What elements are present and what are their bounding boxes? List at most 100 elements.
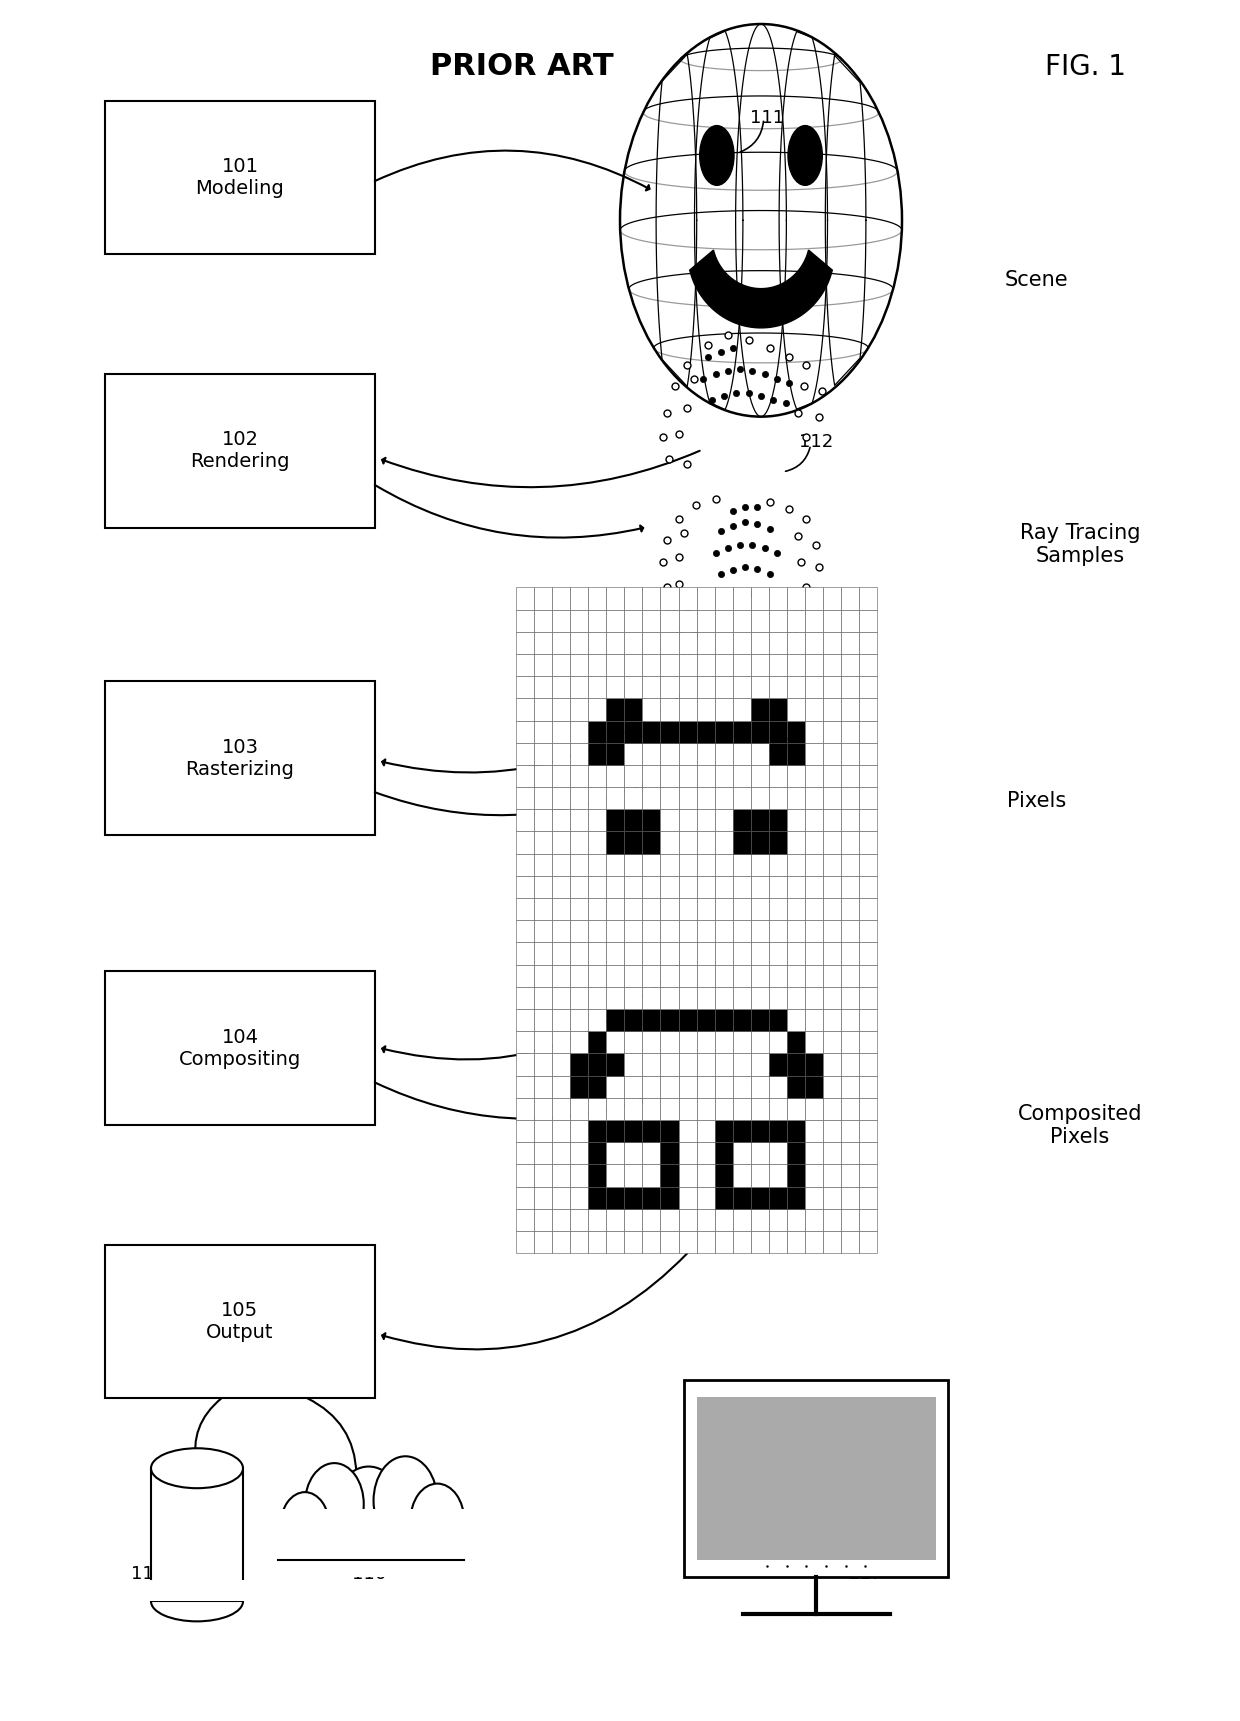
Bar — [823, 876, 841, 898]
Bar — [661, 1186, 678, 1208]
Bar — [678, 721, 697, 743]
Bar — [624, 699, 642, 721]
Bar — [714, 1165, 733, 1186]
Bar — [606, 1076, 624, 1098]
Bar — [697, 1120, 714, 1143]
Bar — [841, 786, 859, 809]
Bar — [697, 786, 714, 809]
Bar — [588, 764, 606, 786]
Text: 116: 116 — [352, 1564, 386, 1583]
Bar — [841, 1098, 859, 1120]
Bar — [769, 721, 787, 743]
Bar — [606, 1053, 624, 1076]
Bar — [769, 1031, 787, 1053]
Bar — [751, 831, 769, 854]
Bar — [823, 943, 841, 965]
Bar — [606, 965, 624, 986]
Bar — [516, 786, 534, 809]
Bar — [624, 898, 642, 921]
Bar — [678, 609, 697, 632]
Bar — [624, 921, 642, 943]
Bar — [516, 699, 534, 721]
Bar — [534, 786, 552, 809]
Bar — [697, 632, 714, 654]
Bar — [588, 1208, 606, 1231]
Bar — [552, 1098, 570, 1120]
Bar — [606, 876, 624, 898]
Bar — [678, 1031, 697, 1053]
Bar — [823, 965, 841, 986]
Bar — [751, 764, 769, 786]
Bar — [552, 809, 570, 831]
Bar — [661, 632, 678, 654]
Bar — [570, 831, 588, 854]
Bar — [697, 965, 714, 986]
Bar — [733, 943, 751, 965]
Bar — [642, 1098, 661, 1120]
Bar — [714, 965, 733, 986]
Bar — [714, 654, 733, 676]
Bar — [570, 876, 588, 898]
Bar — [769, 1231, 787, 1253]
Bar — [859, 854, 878, 876]
Bar — [624, 943, 642, 965]
Bar — [697, 1231, 714, 1253]
Bar — [733, 1053, 751, 1076]
Bar — [714, 1031, 733, 1053]
Bar — [805, 1053, 823, 1076]
Bar — [552, 699, 570, 721]
Bar — [552, 921, 570, 943]
Bar — [570, 921, 588, 943]
Bar — [534, 1186, 552, 1208]
Bar — [588, 786, 606, 809]
Bar — [769, 1165, 787, 1186]
Bar — [859, 1231, 878, 1253]
Bar — [661, 1231, 678, 1253]
Bar — [697, 654, 714, 676]
Bar — [606, 609, 624, 632]
Bar — [697, 764, 714, 786]
Bar — [661, 1053, 678, 1076]
Bar — [714, 609, 733, 632]
Bar — [787, 1009, 805, 1031]
Bar — [606, 921, 624, 943]
Bar — [714, 1053, 733, 1076]
Bar — [661, 809, 678, 831]
Bar — [697, 1076, 714, 1098]
Bar — [733, 921, 751, 943]
Bar — [841, 921, 859, 943]
Bar — [534, 809, 552, 831]
Text: 117: 117 — [848, 1564, 883, 1583]
Bar — [841, 1143, 859, 1165]
Bar — [805, 965, 823, 986]
Bar — [787, 654, 805, 676]
Bar — [697, 699, 714, 721]
Bar — [516, 632, 534, 654]
Bar — [733, 764, 751, 786]
Circle shape — [373, 1456, 438, 1545]
Bar — [534, 943, 552, 965]
Bar — [624, 809, 642, 831]
Bar — [859, 876, 878, 898]
Bar — [714, 786, 733, 809]
Bar — [751, 943, 769, 965]
Bar — [787, 1208, 805, 1231]
Bar — [588, 632, 606, 654]
Bar — [769, 831, 787, 854]
Bar — [570, 1186, 588, 1208]
Bar — [606, 809, 624, 831]
Bar — [751, 1120, 769, 1143]
Bar — [624, 654, 642, 676]
Bar — [624, 764, 642, 786]
Bar — [769, 786, 787, 809]
Bar — [588, 1186, 606, 1208]
Bar — [751, 809, 769, 831]
Bar — [516, 1143, 534, 1165]
Bar — [516, 1231, 534, 1253]
Bar — [769, 699, 787, 721]
Bar — [751, 921, 769, 943]
Bar — [805, 943, 823, 965]
Bar — [859, 1165, 878, 1186]
Bar — [805, 609, 823, 632]
Bar — [823, 1143, 841, 1165]
